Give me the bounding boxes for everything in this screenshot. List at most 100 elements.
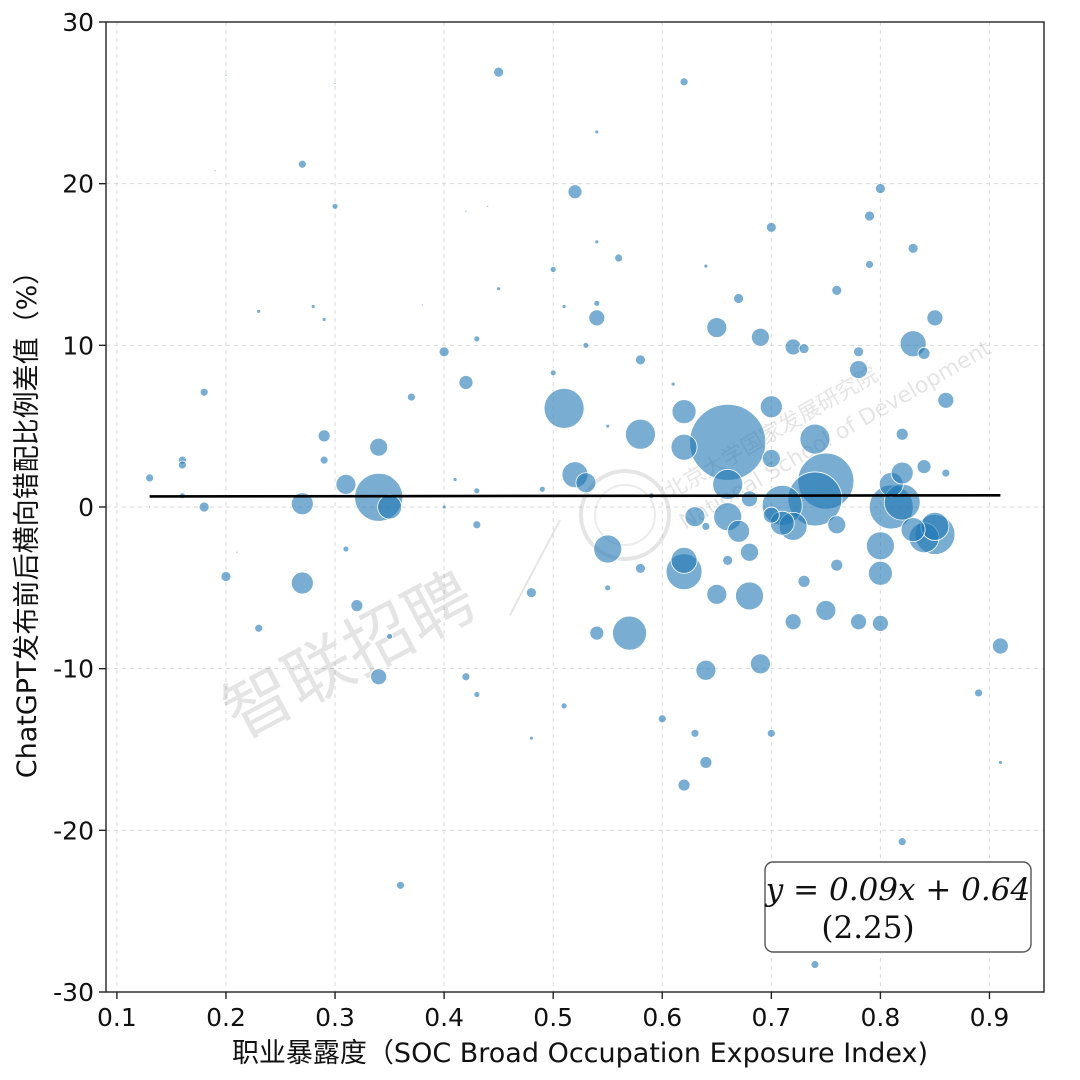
data-point [496,286,502,292]
data-point [991,637,1009,655]
x-tick-label: 0.2 [206,1003,246,1032]
data-point [974,688,983,698]
data-point [525,587,537,599]
x-tick-label: 0.7 [751,1003,791,1032]
data-point [671,399,697,425]
x-tick-label: 0.8 [861,1003,901,1032]
data-point [549,369,557,377]
data-point [670,546,698,574]
data-point [853,346,864,358]
data-point [145,473,155,483]
data-point [321,317,327,322]
data-point [926,309,944,327]
data-point [567,184,583,200]
data-point [319,455,329,465]
data-point [684,506,706,528]
data-point [198,501,210,513]
data-point [750,653,771,675]
y-tick-label: -20 [53,816,94,845]
y-tick-label: 10 [62,331,94,360]
data-points [145,66,1009,969]
data-point [810,960,820,969]
data-point [703,263,709,269]
y-tick-label: 20 [62,170,94,199]
data-point [759,395,783,419]
data-point [849,360,868,379]
watermark-divider [509,519,561,616]
data-point [699,756,713,769]
data-point [396,880,405,890]
y-tick-label: 0 [78,493,94,522]
data-point [917,347,931,360]
data-point [827,515,847,535]
data-point [706,583,728,605]
data-point [604,584,612,592]
data-point [438,346,450,358]
data-point [560,702,568,710]
data-point [594,129,600,135]
data-point [386,632,393,640]
data-point [997,760,1003,765]
data-point [695,659,717,681]
data-point [765,221,777,233]
data-point [850,613,867,631]
data-point [815,600,837,621]
data-point [612,615,647,651]
data-point [937,391,955,409]
y-tick-label: -30 [53,978,94,1007]
data-point [865,531,895,561]
data-point [907,242,919,254]
data-point [941,468,951,478]
x-tick-label: 0.6 [642,1003,682,1032]
y-tick-label: 30 [62,8,94,37]
x-axis: 0.1 0.2 0.3 0.4 0.5 0.6 0.7 0.8 0.9 [97,992,1009,1032]
data-point [890,461,914,485]
data-point [761,449,781,468]
data-point [472,520,482,530]
data-point [605,423,611,429]
data-point [867,560,893,586]
data-point [865,260,874,269]
data-point [582,341,590,349]
data-point [677,778,691,792]
data-point [406,392,416,402]
data-point [473,335,481,343]
data-point [452,477,458,482]
data-point [735,581,764,611]
x-tick-label: 0.1 [97,1003,137,1032]
data-point [733,293,745,304]
data-point [593,534,623,564]
data-point [199,387,209,397]
data-point [377,494,402,520]
data-point [254,623,264,633]
data-point [177,460,187,470]
data-point [213,169,217,173]
regression-equation: y = 0.09x + 0.64 [764,872,1030,908]
x-tick-label: 0.5 [533,1003,573,1032]
data-point [589,625,605,641]
data-point [473,691,481,698]
data-point [593,299,601,307]
data-point [333,82,337,85]
data-point [689,403,767,481]
data-point [679,77,689,87]
data-point [897,837,907,847]
data-point [670,433,698,461]
data-point [290,492,314,516]
watermark-seal-icon [579,469,671,561]
data-point [864,210,875,222]
data-point [830,558,844,572]
data-point [148,505,152,509]
data-point [657,714,667,724]
data-point [458,375,474,390]
data-point [575,472,597,494]
data-point [741,490,758,508]
regression-line [149,494,1001,498]
data-point [317,429,331,443]
data-point [256,308,262,314]
data-point [670,381,676,387]
data-point [871,615,889,632]
data-point [420,303,424,307]
data-point [706,317,728,338]
